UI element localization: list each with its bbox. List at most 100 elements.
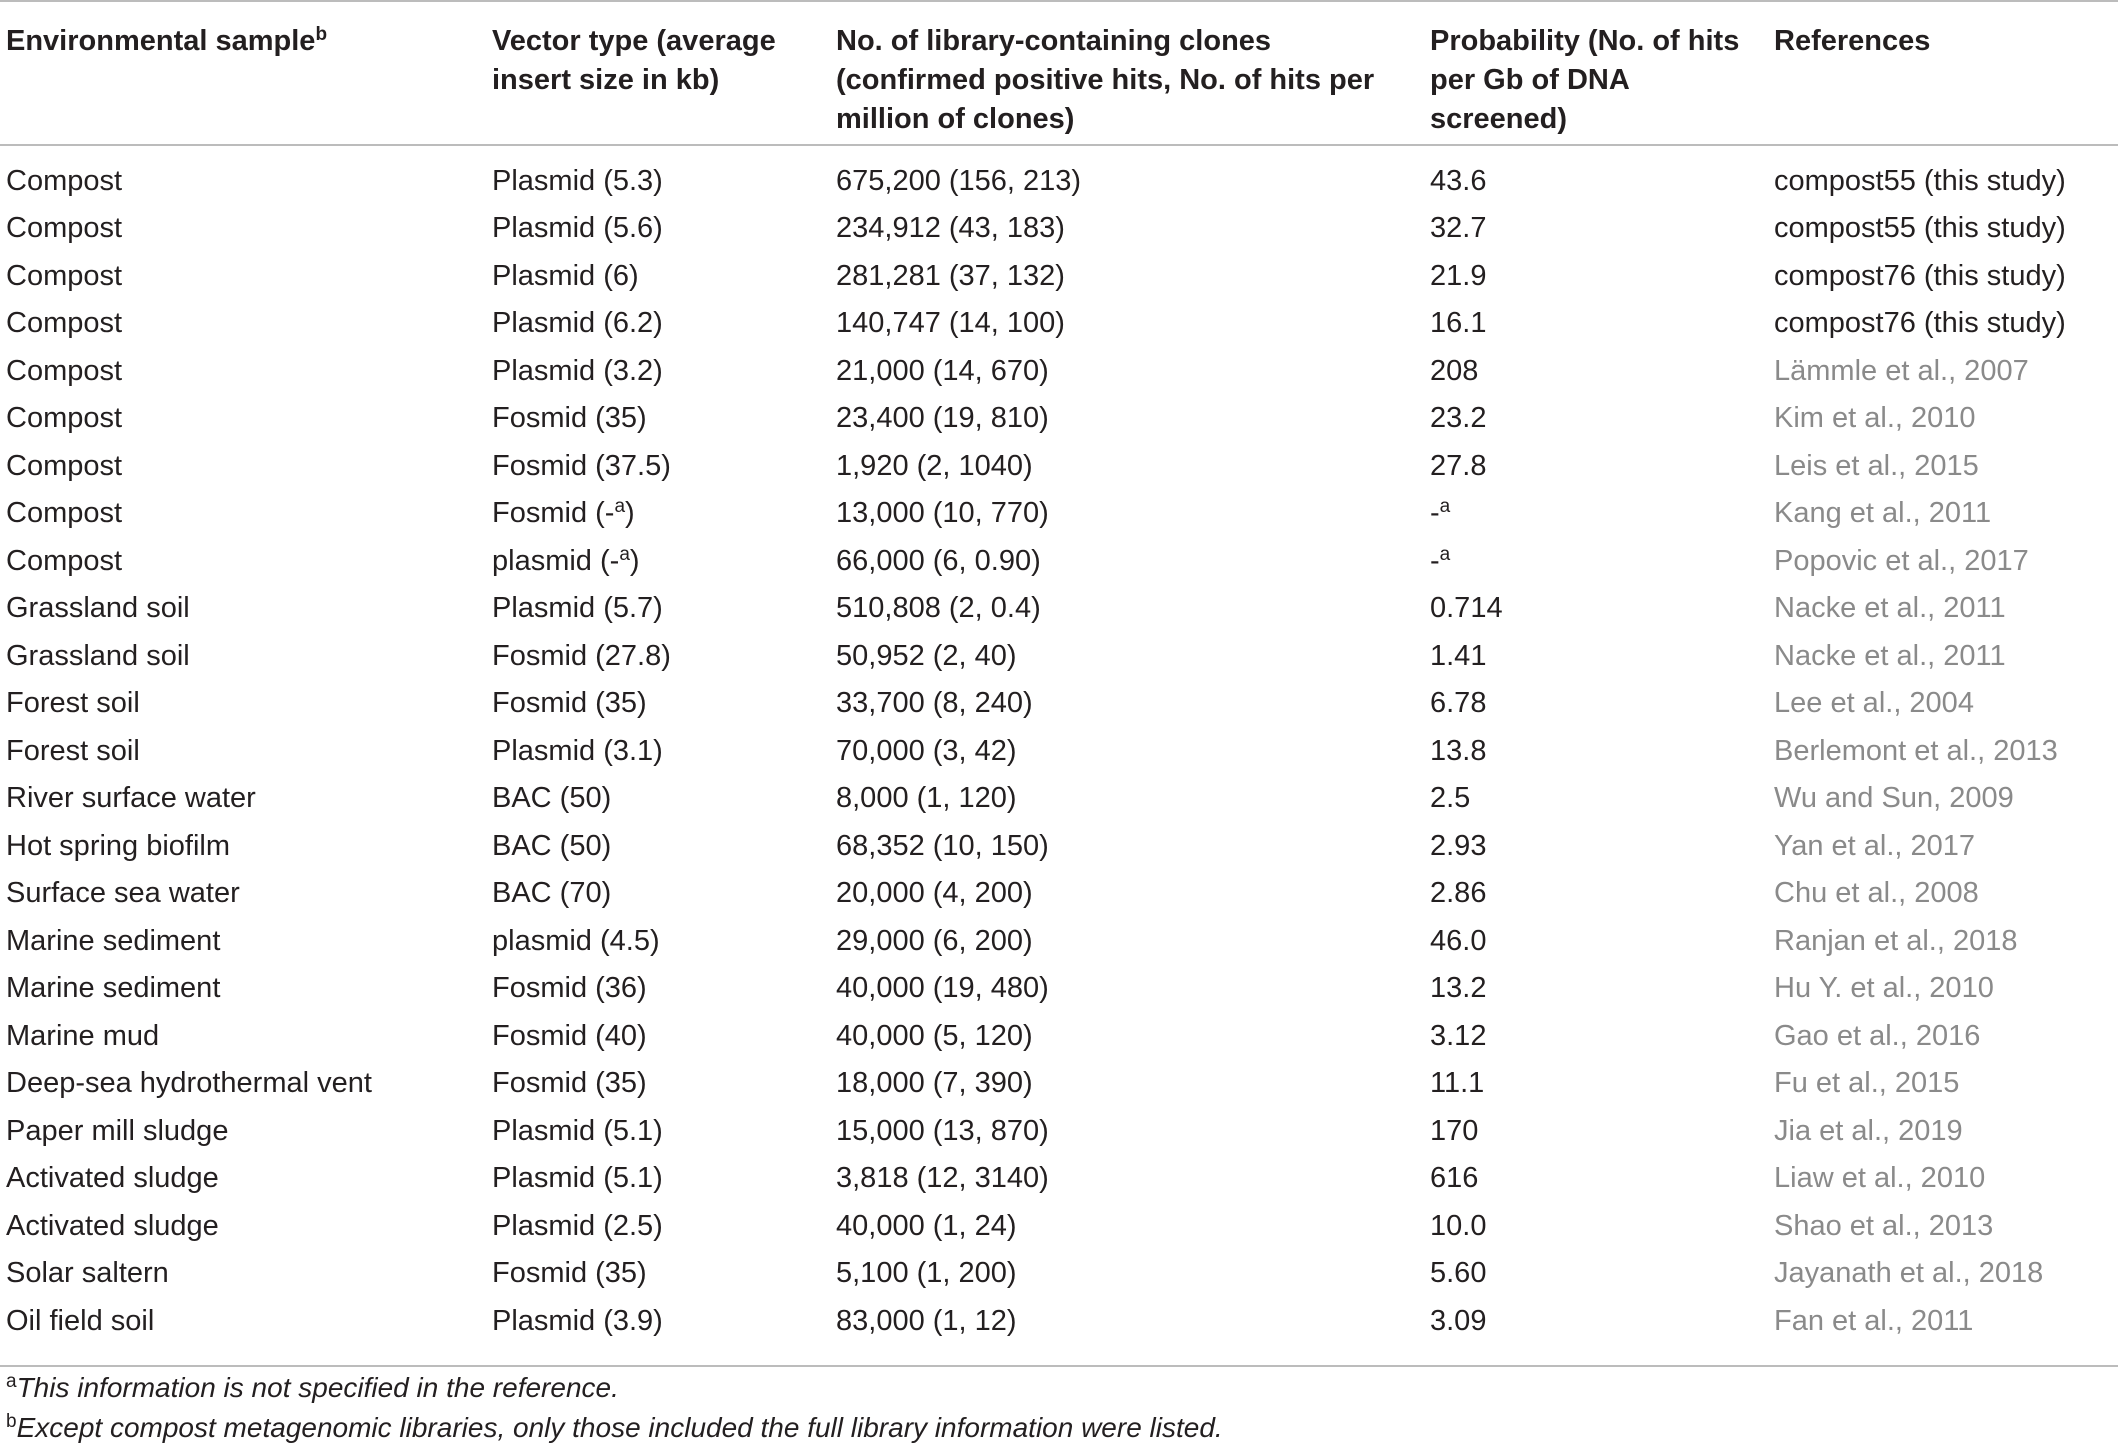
- table-row: Compost plasmid (-a) 66,000 (6, 0.90) -a Pop…: [0, 538, 2118, 586]
- cell-probability: 46.0: [1430, 924, 1487, 957]
- cell-probability: 13.8: [1430, 734, 1487, 767]
- cell-sample: Surface sea water: [6, 877, 240, 910]
- cell-sample: Grassland soil: [6, 639, 190, 672]
- cell-reference[interactable]: Popovic et al., 2017: [1774, 544, 2029, 577]
- table-body: Compost Plasmid (5.3) 675,200 (156, 213) 43…: [0, 145, 2118, 1345]
- cell-probability: 16.1: [1430, 307, 1487, 340]
- cell-clones: 33,700 (8, 240): [836, 687, 1033, 720]
- cell-reference[interactable]: Jayanath et al., 2018: [1774, 1257, 2044, 1290]
- cell-reference[interactable]: Yan et al., 2017: [1774, 829, 1976, 862]
- cell-vector: Fosmid (-a): [492, 496, 635, 530]
- cell-sample: Paper mill sludge: [6, 1114, 229, 1147]
- cell-reference[interactable]: Leis et al., 2015: [1774, 449, 1979, 482]
- cell-reference[interactable]: Fan et al., 2011: [1774, 1304, 1974, 1337]
- cell-probability: 2.5: [1430, 782, 1471, 815]
- cell-vector: Fosmid (37.5): [492, 449, 671, 482]
- cell-vector: Fosmid (35): [492, 1067, 647, 1100]
- cell-probability: 3.12: [1430, 1019, 1487, 1052]
- footnotes: aThis information is not specified in th…: [6, 1368, 1223, 1448]
- cell-probability: 6.78: [1430, 687, 1487, 720]
- cell-vector: Plasmid (3.1): [492, 734, 663, 767]
- cell-sample: Marine sediment: [6, 972, 221, 1005]
- cell-reference[interactable]: Kang et al., 2011: [1774, 497, 1992, 530]
- cell-probability: 21.9: [1430, 259, 1487, 292]
- cell-sample: River surface water: [6, 782, 256, 815]
- cell-probability: 2.86: [1430, 877, 1487, 910]
- cell-probability: 2.93: [1430, 829, 1487, 862]
- cell-probability: 1.41: [1430, 639, 1487, 672]
- cell-sample: Compost: [6, 165, 123, 197]
- cell-reference[interactable]: Hu Y. et al., 2010: [1774, 972, 1994, 1005]
- cell-reference[interactable]: Gao et al., 2016: [1774, 1019, 1981, 1052]
- table-row: Surface sea water BAC (70) 20,000 (4, 200)…: [0, 870, 2118, 918]
- cell-probability: 10.0: [1430, 1209, 1487, 1242]
- cell-clones: 281,281 (37, 132): [836, 259, 1065, 292]
- cell-clones: 5,100 (1, 200): [836, 1257, 1017, 1290]
- cell-clones: 20,000 (4, 200): [836, 877, 1033, 910]
- cell-sample: Compost: [6, 497, 123, 530]
- cell-sample: Compost: [6, 259, 123, 292]
- table-row: Marine mud Fosmid (40) 40,000 (5, 120) 3.12…: [0, 1013, 2118, 1061]
- cell-clones: 510,808 (2, 0.4): [836, 592, 1041, 625]
- cell-reference[interactable]: Wu and Sun, 2009: [1774, 782, 2014, 815]
- table-row: Grassland soil Fosmid (27.8) 50,952 (2, 40…: [0, 633, 2118, 681]
- footnote-b: bExcept compost metagenomic libraries, o…: [6, 1411, 1223, 1443]
- cell-vector: BAC (50): [492, 829, 612, 862]
- cell-vector: Fosmid (35): [492, 1257, 647, 1290]
- cell-clones: 68,352 (10, 150): [836, 829, 1049, 862]
- cell-clones: 50,952 (2, 40): [836, 639, 1017, 672]
- header-environmental-sample: Environmental sampleb: [6, 24, 328, 57]
- cell-reference[interactable]: Berlemont et al., 2013: [1774, 734, 2058, 767]
- cell-probability: 170: [1430, 1114, 1479, 1147]
- cell-reference: compost76 (this study): [1774, 259, 2066, 292]
- cell-reference[interactable]: Shao et al., 2013: [1774, 1209, 1994, 1242]
- cell-sample: Compost: [6, 307, 123, 340]
- cell-clones: 40,000 (19, 480): [836, 972, 1049, 1005]
- table-row: Marine sediment plasmid (4.5) 29,000 (6, 2…: [0, 918, 2118, 966]
- cell-reference[interactable]: Lee et al., 2004: [1774, 687, 1974, 720]
- cell-reference[interactable]: Chu et al., 2008: [1774, 877, 1979, 910]
- cell-reference[interactable]: Kim et al., 2010: [1774, 402, 1976, 435]
- table-row: Solar saltern Fosmid (35) 5,100 (1, 200) 5.…: [0, 1250, 2118, 1298]
- cell-vector: Plasmid (6): [492, 259, 639, 292]
- cell-vector: Fosmid (35): [492, 687, 647, 720]
- cell-probability: 5.60: [1430, 1257, 1487, 1290]
- cell-probability: -a: [1430, 543, 1451, 577]
- header-references: References: [1774, 25, 1931, 57]
- table-row: Compost Fosmid (37.5) 1,920 (2, 1040) 27.8 L…: [0, 443, 2118, 491]
- cell-clones: 675,200 (156, 213): [836, 165, 1082, 197]
- table-row: Forest soil Plasmid (3.1) 70,000 (3, 42) 13…: [0, 728, 2118, 776]
- cell-sample: Compost: [6, 354, 123, 387]
- cell-reference[interactable]: Fu et al., 2015: [1774, 1067, 1960, 1100]
- cell-reference: compost55 (this study): [1774, 165, 2066, 197]
- cell-sample: Activated sludge: [6, 1162, 219, 1195]
- cell-reference[interactable]: Liaw et al., 2010: [1774, 1162, 1986, 1195]
- cell-vector: Plasmid (2.5): [492, 1209, 663, 1242]
- cell-clones: 40,000 (5, 120): [836, 1019, 1033, 1052]
- footnote-a: aThis information is not specified in th…: [6, 1371, 619, 1403]
- cell-sample: Compost: [6, 402, 123, 435]
- cell-probability: 11.1: [1430, 1067, 1485, 1100]
- cell-probability: 32.7: [1430, 212, 1487, 245]
- cell-sample: Marine sediment: [6, 924, 221, 957]
- header-vector-type: Vector type (average insert size in kb): [492, 25, 776, 96]
- table-row: Marine sediment Fosmid (36) 40,000 (19, 48…: [0, 965, 2118, 1013]
- cell-sample: Grassland soil: [6, 592, 190, 625]
- cell-reference[interactable]: Jia et al., 2019: [1774, 1114, 1963, 1147]
- cell-vector: Plasmid (6.2): [492, 307, 663, 340]
- cell-clones: 66,000 (6, 0.90): [836, 544, 1041, 577]
- cell-vector: Fosmid (27.8): [492, 639, 671, 672]
- cell-reference[interactable]: Lämmle et al., 2007: [1774, 354, 2029, 387]
- cell-clones: 23,400 (19, 810): [836, 402, 1049, 435]
- cell-vector: Fosmid (36): [492, 972, 647, 1005]
- cell-reference[interactable]: Nacke et al., 2011: [1774, 592, 2006, 625]
- cell-reference[interactable]: Nacke et al., 2011: [1774, 639, 2006, 672]
- table-header: Environmental sampleb Vector type (avera…: [0, 1, 2118, 145]
- cell-vector: Plasmid (3.9): [492, 1304, 663, 1337]
- cell-sample: Marine mud: [6, 1019, 160, 1052]
- cell-clones: 13,000 (10, 770): [836, 497, 1049, 530]
- cell-vector: Plasmid (5.1): [492, 1114, 663, 1147]
- table-row: River surface water BAC (50) 8,000 (1, 120…: [0, 775, 2118, 823]
- cell-clones: 8,000 (1, 120): [836, 782, 1017, 815]
- cell-reference[interactable]: Ranjan et al., 2018: [1774, 924, 2018, 957]
